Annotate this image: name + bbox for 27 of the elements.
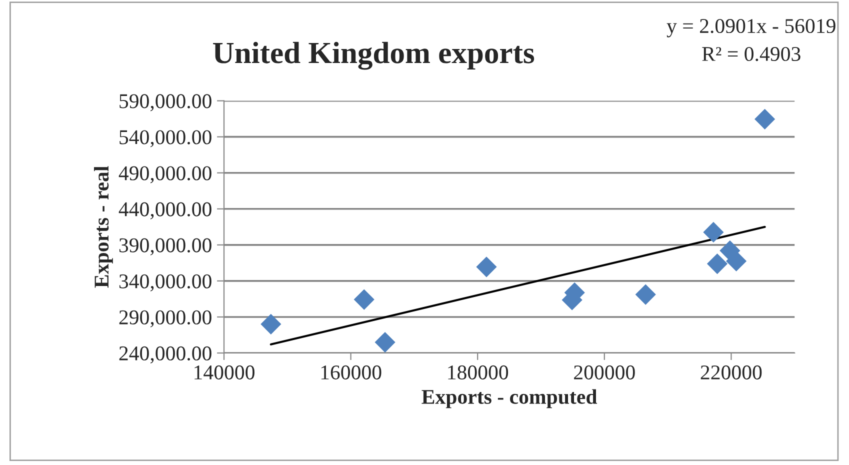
y-tick-label: 440,000.00: [118, 202, 212, 220]
y-tick-label: 340,000.00: [119, 274, 212, 292]
y-tick-label: 290,000.00: [119, 310, 212, 328]
y-axis-title: Exports - real: [94, 166, 113, 288]
text: R² = 0.4903: [702, 46, 800, 62]
point: [706, 253, 728, 274]
x-tick-label: 140000: [194, 365, 254, 380]
x-tick-label: 200000: [574, 365, 635, 380]
point: [354, 289, 374, 310]
y-tick-label: 240,000.00: [119, 346, 212, 364]
point: [635, 284, 656, 305]
point: [260, 314, 282, 334]
y-tick-label: 490,000.00: [118, 166, 212, 184]
y-tick-label: 540,000.00: [120, 130, 212, 148]
point: [754, 108, 776, 130]
y-tick-label: 590,000.00: [120, 94, 212, 112]
x-tick-label: 160000: [321, 365, 382, 380]
point: [476, 256, 497, 278]
x-tick-label: 180000: [448, 365, 508, 380]
point: [703, 222, 724, 243]
point: [726, 250, 747, 272]
point: [374, 332, 396, 353]
y-tick-label: 390,000.00: [119, 238, 212, 256]
text: y = 2.0901x - 56019: [666, 18, 836, 38]
x-tick-label: 220000: [700, 365, 762, 380]
chart-title: United Kingdom exports: [213, 42, 534, 70]
x-axis-title: Exports - computed: [422, 389, 598, 408]
